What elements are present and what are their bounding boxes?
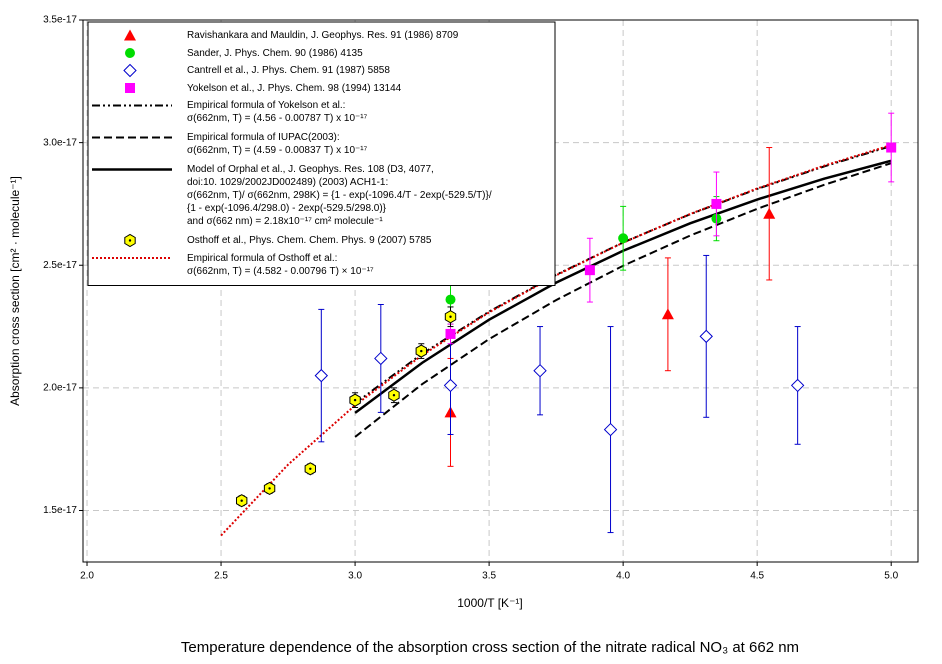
marker-square bbox=[584, 265, 595, 276]
marker-diamond bbox=[123, 63, 137, 78]
x-axis-label: 1000/T [K⁻¹] bbox=[457, 596, 522, 610]
marker-diamond bbox=[699, 329, 713, 344]
legend-label: Cantrell et al., J. Phys. Chem. 91 (1987… bbox=[187, 65, 390, 76]
marker-triangle bbox=[763, 207, 776, 219]
x-tick-label: 2.5 bbox=[214, 571, 228, 582]
marker-circle bbox=[125, 48, 135, 58]
y-tick-label: 2.5e-17 bbox=[43, 260, 77, 271]
y-tick-label: 2.0e-17 bbox=[43, 383, 77, 394]
marker-square bbox=[125, 83, 135, 93]
legend-label: Empirical formula of IUPAC(2003): σ(662n… bbox=[187, 132, 368, 156]
marker-square bbox=[711, 198, 722, 209]
marker-hexagon-dot bbox=[268, 487, 271, 490]
legend-label: Osthoff et al., Phys. Chem. Chem. Phys. … bbox=[187, 235, 432, 246]
marker-square bbox=[445, 328, 456, 339]
marker-diamond bbox=[374, 351, 388, 366]
marker-diamond bbox=[443, 378, 458, 393]
marker-hexagon-dot bbox=[420, 349, 423, 353]
x-tick-label: 4.0 bbox=[616, 571, 630, 582]
y-tick-label: 3.0e-17 bbox=[43, 137, 77, 148]
series-line bbox=[220, 144, 892, 537]
legend-box bbox=[87, 21, 556, 286]
marker-hexagon-dot bbox=[449, 315, 452, 318]
legend-label: Yokelson et al., J. Phys. Chem. 98 (1994… bbox=[187, 82, 402, 94]
marker-diamond bbox=[603, 422, 618, 437]
marker-hexagon bbox=[415, 344, 427, 358]
marker-triangle bbox=[661, 308, 674, 320]
x-tick-label: 2.0 bbox=[80, 571, 94, 582]
x-tick-label: 4.5 bbox=[750, 571, 764, 582]
plot-frame bbox=[82, 19, 919, 563]
marker-hexagon bbox=[304, 462, 317, 476]
marker-hexagon-dot bbox=[128, 239, 132, 242]
marker-diamond bbox=[314, 368, 329, 383]
legend-label: Sander, J. Phys. Chem. 90 (1986) 4135 bbox=[187, 47, 363, 59]
x-tick-label: 5.0 bbox=[884, 571, 898, 582]
marker-triangle bbox=[124, 29, 136, 41]
marker-hexagon bbox=[444, 310, 457, 324]
marker-hexagon bbox=[263, 481, 276, 496]
marker-hexagon-dot bbox=[353, 398, 357, 402]
marker-hexagon bbox=[349, 393, 361, 407]
marker-square bbox=[886, 142, 897, 153]
marker-hexagon-dot bbox=[240, 499, 243, 502]
marker-circle bbox=[618, 233, 629, 244]
marker-hexagon bbox=[388, 388, 400, 402]
legend-label: Empirical formula of Yokelson et al.: σ(… bbox=[187, 100, 368, 124]
y-tick-label: 1.5e-17 bbox=[43, 505, 77, 516]
legend-label: Model of Orphal et al., J. Geophys. Res.… bbox=[187, 164, 492, 227]
marker-hexagon-dot bbox=[309, 467, 312, 471]
legend-label: Empirical formula of Osthoff et al.: σ(6… bbox=[187, 252, 374, 277]
marker-diamond bbox=[790, 378, 805, 393]
marker-circle bbox=[445, 294, 456, 305]
marker-hexagon-dot bbox=[392, 394, 396, 397]
x-tick-label: 3.5 bbox=[482, 571, 496, 582]
marker-hexagon bbox=[124, 233, 136, 248]
chart-title: Temperature dependence of the absorption… bbox=[181, 639, 799, 656]
y-axis-label: Absorption cross section [cm² · molecule… bbox=[8, 176, 22, 406]
y-tick-label: 3.5e-17 bbox=[43, 15, 77, 26]
marker-hexagon bbox=[235, 494, 248, 508]
marker-diamond bbox=[533, 363, 547, 378]
legend-label: Ravishankara and Mauldin, J. Geophys. Re… bbox=[187, 30, 459, 41]
legend bbox=[87, 21, 556, 286]
x-tick-label: 3.0 bbox=[348, 571, 362, 582]
